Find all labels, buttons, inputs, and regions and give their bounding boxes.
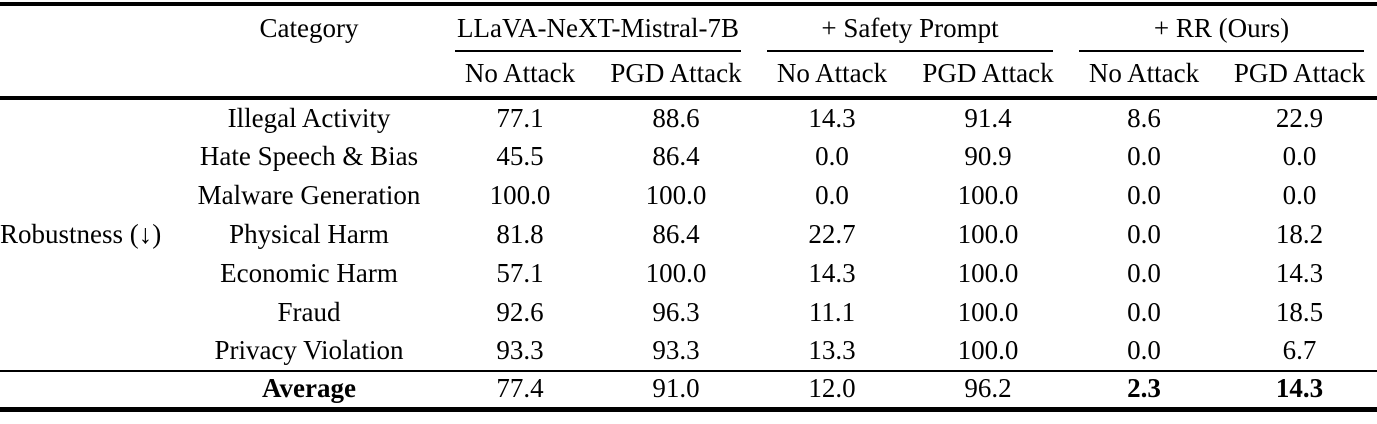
table-body: Robustness (↓) Illegal Activity 77.1 88.… [0,98,1377,409]
value-cell: 12.0 [808,373,856,404]
group-header-safety-prompt: + Safety Prompt [754,4,1066,52]
value-cell: 88.6 [652,102,700,133]
value-cell: 100.0 [957,335,1019,366]
value-cell: 93.3 [652,335,700,366]
corner-blank-cell [0,4,140,52]
blank-cell [140,52,442,98]
sub-header-no-attack: No Attack [776,58,888,89]
value-cell: 45.5 [496,140,544,171]
value-cell: 100.0 [645,179,707,210]
blank-cell [0,371,140,409]
value-cell: 0.0 [1127,296,1161,327]
average-label: Average [262,373,356,404]
value-cell: 18.2 [1275,218,1324,249]
value-cell: 0.0 [1127,140,1161,171]
value-cell: 13.3 [808,335,856,366]
value-cell: 11.1 [808,296,856,327]
sub-header-no-attack: No Attack [1088,58,1200,89]
category-cell: Hate Speech & Bias [199,140,419,171]
value-cell: 57.1 [496,257,544,288]
value-cell: 0.0 [1127,257,1161,288]
sub-header-pgd-attack: PGD Attack [610,58,742,89]
value-cell: 0.0 [1127,179,1161,210]
value-cell: 100.0 [645,257,707,288]
table-header: Category LLaVA-NeXT-Mistral-7B + Safety … [0,4,1377,98]
value-cell: 0.0 [815,140,849,171]
value-cell-best: 14.3 [1275,373,1324,404]
value-cell: 93.3 [496,335,544,366]
value-cell: 8.6 [1127,102,1161,133]
value-cell: 0.0 [1127,335,1161,366]
average-row: Average 77.4 91.0 12.0 96.2 2.3 14.3 [0,371,1377,409]
table-row: Economic Harm 57.1 100.0 14.3 100.0 0.0 … [0,254,1377,293]
blank-cell [0,52,140,98]
value-cell-best: 2.3 [1127,373,1161,404]
value-cell: 0.0 [815,179,849,210]
row-group-label-robustness: Robustness (↓) [0,219,162,250]
sub-header-pgd-attack: PGD Attack [922,58,1054,89]
table-row: Malware Generation 100.0 100.0 0.0 100.0… [0,176,1377,215]
value-cell: 100.0 [957,296,1019,327]
value-cell: 77.4 [496,373,544,404]
value-cell: 91.4 [964,102,1012,133]
group-header-row: Category LLaVA-NeXT-Mistral-7B + Safety … [0,4,1377,52]
value-cell: 22.9 [1275,102,1324,133]
value-cell: 14.3 [1275,257,1324,288]
sub-header-pgd-attack: PGD Attack [1233,58,1366,89]
value-cell: 0.0 [1282,179,1317,210]
value-cell: 77.1 [496,102,544,133]
table-row: Physical Harm 81.8 86.4 22.7 100.0 0.0 1… [0,215,1377,254]
category-cell: Illegal Activity [227,102,391,133]
value-cell: 100.0 [957,218,1019,249]
value-cell: 91.0 [652,373,700,404]
value-cell: 92.6 [496,296,544,327]
value-cell: 14.3 [808,102,856,133]
category-cell: Malware Generation [197,179,421,210]
group-header-llava-next-mistral-7b: LLaVA-NeXT-Mistral-7B [442,4,754,52]
value-cell: 90.9 [964,140,1012,171]
value-cell: 100.0 [957,257,1019,288]
category-column-header: Category [259,13,359,44]
sub-header-no-attack: No Attack [464,58,576,89]
value-cell: 100.0 [957,179,1019,210]
results-table: Category LLaVA-NeXT-Mistral-7B + Safety … [0,2,1377,412]
value-cell: 14.3 [808,257,856,288]
value-cell: 6.7 [1282,335,1317,366]
category-cell: Physical Harm [229,218,389,249]
sub-header-row: No Attack PGD Attack No Attack PGD Attac… [0,52,1377,98]
table-row: Fraud 92.6 96.3 11.1 100.0 0.0 18.5 [0,293,1377,332]
table-row: Robustness (↓) Illegal Activity 77.1 88.… [0,98,1377,249]
value-cell: 86.4 [652,218,700,249]
value-cell: 96.3 [652,296,700,327]
value-cell: 0.0 [1127,218,1161,249]
value-cell: 81.8 [496,218,544,249]
table-row: Hate Speech & Bias 45.5 86.4 0.0 90.9 0.… [0,137,1377,176]
value-cell: 100.0 [489,179,551,210]
category-cell: Economic Harm [220,257,398,288]
value-cell: 22.7 [808,218,856,249]
table-row: Privacy Violation 93.3 93.3 13.3 100.0 0… [0,332,1377,371]
value-cell: 0.0 [1282,140,1317,171]
category-cell: Fraud [277,296,341,327]
value-cell: 96.2 [964,373,1012,404]
value-cell: 86.4 [652,140,700,171]
value-cell: 18.5 [1275,296,1324,327]
category-cell: Privacy Violation [214,335,404,366]
group-header-rr-ours: + RR (Ours) [1066,4,1377,52]
